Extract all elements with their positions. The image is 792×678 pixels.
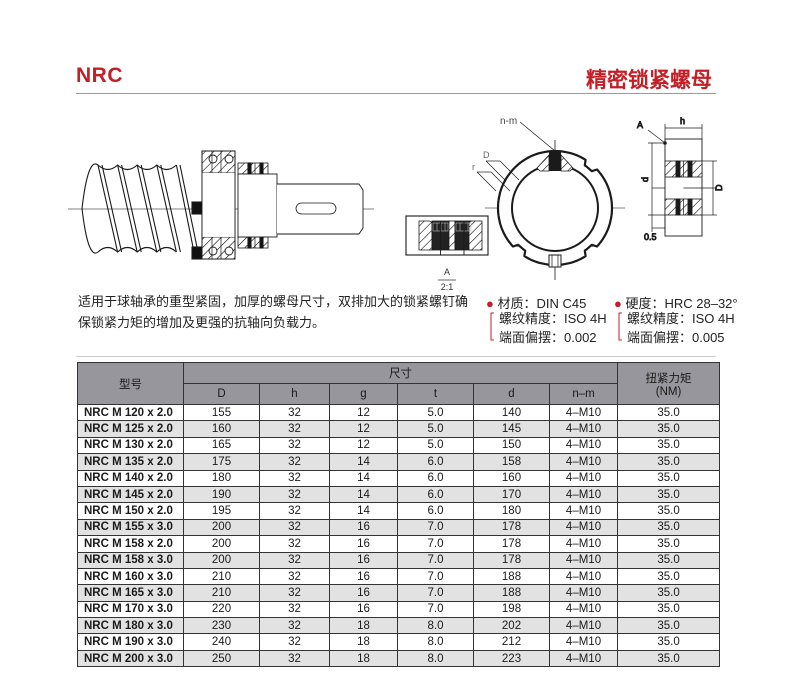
svg-text:n-m: n-m	[500, 116, 517, 127]
svg-text:D: D	[483, 150, 490, 160]
svg-text:d: d	[640, 177, 650, 182]
svg-text:2:1: 2:1	[441, 282, 454, 292]
svg-text:h: h	[680, 116, 685, 126]
svg-text:0.5: 0.5	[644, 232, 657, 242]
svg-text:A: A	[444, 267, 450, 277]
svg-text:r: r	[472, 162, 475, 172]
svg-text:A: A	[637, 120, 643, 130]
svg-text:D: D	[714, 184, 724, 191]
